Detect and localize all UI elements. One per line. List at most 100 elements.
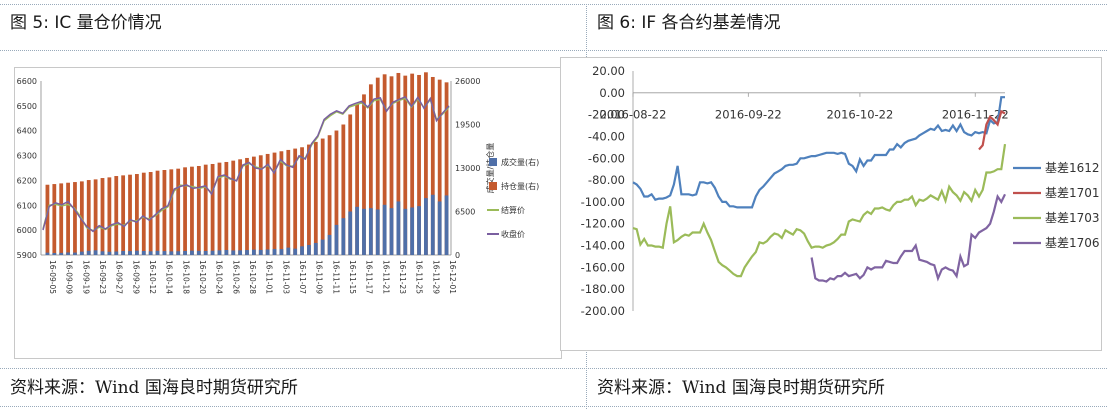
- volume-bar: [258, 249, 263, 255]
- y-left-tick-label: 6500: [17, 102, 37, 111]
- oi-bar: [251, 156, 256, 255]
- legend-label: 收盘价: [501, 229, 525, 239]
- y-left-tick-label: 6000: [17, 226, 37, 235]
- y-right-axis-label: 成交量/持仓量: [485, 143, 495, 194]
- volume-bar: [437, 201, 442, 255]
- y-right-tick-label: 6500: [455, 208, 475, 217]
- volume-bar: [382, 204, 387, 255]
- volume-bar: [93, 250, 98, 255]
- volume-bar: [368, 208, 373, 255]
- legend-label: 成交量(右): [501, 157, 539, 167]
- volume-bar: [196, 250, 201, 255]
- oi-bar: [375, 77, 380, 256]
- volume-bar: [307, 244, 311, 255]
- y-tick-label: -100.00: [581, 195, 625, 209]
- x-tick-label: 16-09-05: [48, 260, 57, 294]
- x-tick-label: 2016-09-22: [715, 108, 782, 122]
- oi-bar: [128, 174, 132, 255]
- oi-bar: [444, 82, 449, 255]
- volume-bar: [128, 251, 132, 255]
- basis-series-line: [810, 193, 1006, 283]
- top-rule: [0, 4, 1107, 5]
- oi-bar: [52, 184, 57, 255]
- volume-bar: [162, 251, 167, 255]
- volume-bar: [286, 247, 291, 255]
- oi-bar: [135, 174, 139, 255]
- y-left-tick-label: 6300: [17, 152, 37, 161]
- volume-bar: [155, 250, 160, 255]
- x-tick-label: 16-11-01: [265, 260, 274, 294]
- basis-series-line: [632, 143, 1007, 278]
- oi-bar: [258, 155, 263, 255]
- oi-bar: [148, 172, 153, 255]
- basis-series-line: [632, 96, 1005, 209]
- y-right-tick-label: 19500: [455, 121, 480, 130]
- volume-bar: [190, 250, 194, 255]
- volume-bar: [169, 251, 174, 255]
- volume-bar: [203, 250, 208, 255]
- volume-bar: [217, 250, 222, 255]
- volume-bar: [320, 239, 325, 255]
- y-right-tick-label: 0: [455, 251, 460, 260]
- basis-chart-svg: 20.00 0.00 -20.00 -40.00 -60.00 -80.00 -100.00…: [581, 64, 1100, 318]
- oi-bar: [272, 152, 277, 255]
- x-tick-label: 16-10-26: [231, 260, 240, 294]
- oi-bar: [300, 147, 304, 255]
- x-tick-label: 2016-08-22: [600, 108, 667, 122]
- volume-bar: [410, 207, 415, 255]
- y-tick-label: -180.00: [581, 282, 625, 296]
- oi-bar: [176, 168, 181, 255]
- oi-bar: [231, 160, 236, 255]
- oi-bar: [362, 94, 366, 255]
- volume-bar: [52, 252, 57, 255]
- oi-bar: [217, 162, 222, 255]
- x-tick-label: 2016-10-22: [826, 108, 893, 122]
- y-tick-label: 20.00: [592, 64, 625, 78]
- y-left-tick-label: 6100: [17, 201, 37, 210]
- oi-bar: [396, 72, 401, 255]
- volume-bar: [272, 248, 277, 255]
- x-tick-label: 16-10-28: [248, 260, 257, 294]
- volume-bar: [183, 250, 187, 255]
- volume-bar: [121, 250, 126, 255]
- volume-bar: [107, 251, 112, 255]
- oi-bar: [389, 76, 394, 255]
- volume-bar: [45, 252, 50, 255]
- volume-bar: [231, 250, 236, 255]
- y-tick-label: -80.00: [588, 173, 625, 187]
- oi-bar: [279, 151, 284, 255]
- volume-bar: [279, 249, 284, 255]
- legend-swatch: [489, 158, 497, 166]
- x-tick-label: 16-11-15: [348, 260, 357, 294]
- y-tick-label: 0.00: [599, 86, 625, 100]
- y-left-tick-label: 6600: [17, 77, 37, 86]
- y-left-tick-label: 6400: [17, 127, 37, 136]
- x-tick-label: 16-11-25: [415, 260, 424, 294]
- volume-bar: [148, 251, 153, 255]
- left-panel-title: 图 5: IC 量仓价情况: [10, 13, 162, 33]
- volume-bar: [210, 250, 215, 255]
- volume-bar: [403, 208, 408, 255]
- volume-bar: [265, 249, 270, 255]
- x-tick-label: 16-09-19: [81, 260, 90, 294]
- oi-bar: [45, 184, 50, 255]
- volume-bar: [300, 246, 304, 255]
- x-tick-label: 16-11-21: [381, 260, 390, 294]
- x-tick-label: 16-11-09: [315, 260, 324, 294]
- x-tick-label: 16-12-01: [448, 260, 457, 294]
- oi-bar: [307, 144, 311, 255]
- oi-bar: [86, 180, 91, 255]
- volume-bar: [327, 234, 332, 255]
- oi-bar: [265, 153, 270, 255]
- oi-bar: [403, 75, 408, 256]
- oi-bar: [430, 76, 435, 255]
- volume-bar: [79, 251, 84, 255]
- oi-bar: [293, 148, 298, 255]
- legend-label: 基差1612: [1045, 161, 1100, 175]
- volume-bar: [355, 206, 359, 255]
- legend-label: 基差1703: [1045, 211, 1100, 225]
- oi-bar: [66, 182, 70, 255]
- volume-bar: [444, 195, 449, 255]
- oi-bar: [203, 164, 208, 255]
- oi-bar: [93, 179, 98, 255]
